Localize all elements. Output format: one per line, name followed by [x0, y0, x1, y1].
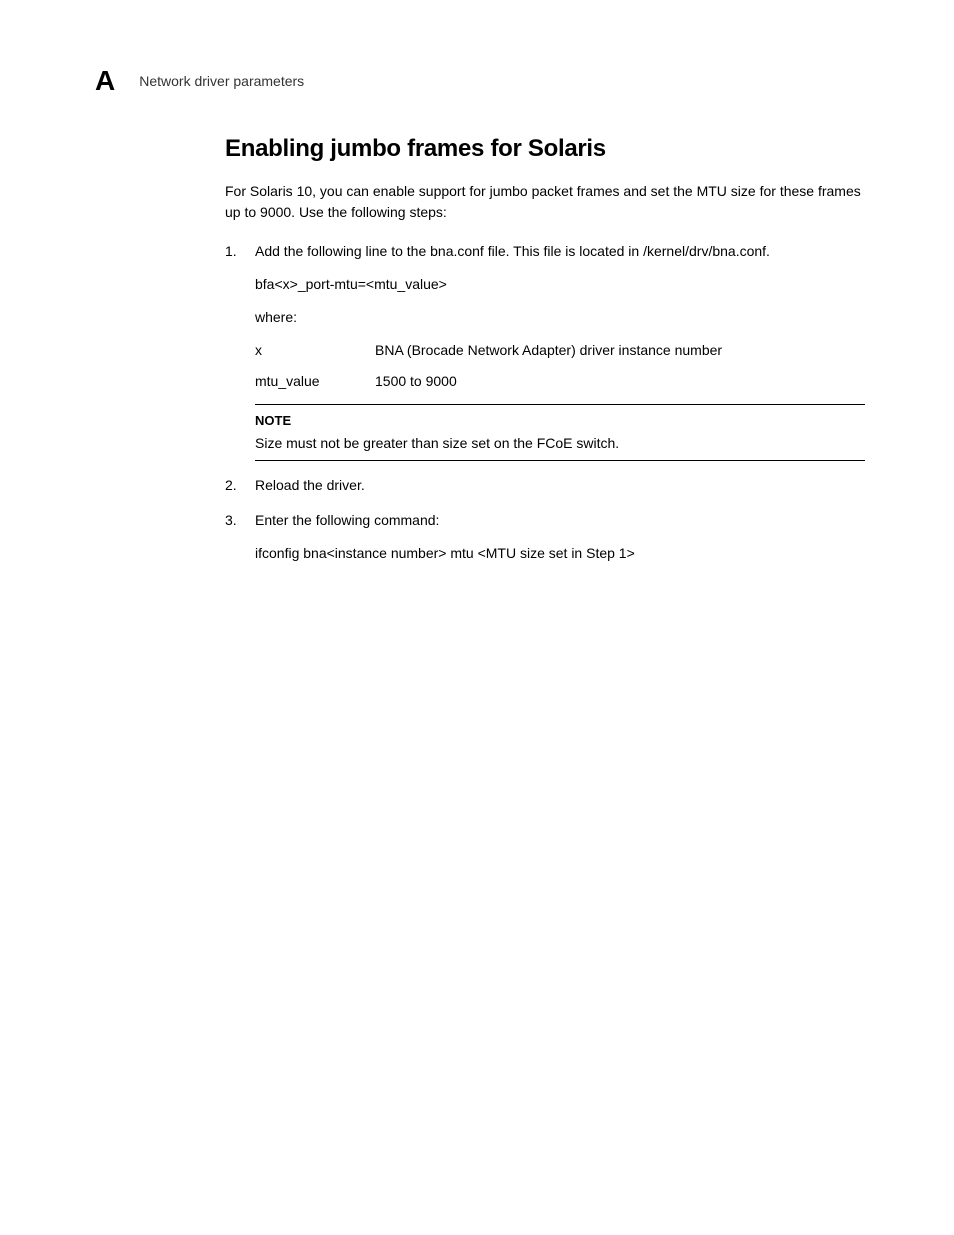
definition-row: mtu_value 1500 to 9000 [255, 371, 865, 392]
note-block: NOTE Size must not be greater than size … [255, 404, 865, 461]
step-1-code: bfa<x>_port-mtu=<mtu_value> [255, 274, 865, 295]
step-3: Enter the following command: ifconfig bn… [225, 510, 865, 564]
step-1-details: bfa<x>_port-mtu=<mtu_value> where: x BNA… [255, 274, 865, 461]
step-3-command: ifconfig bna<instance number> mtu <MTU s… [255, 543, 865, 564]
section-title: Enabling jumbo frames for Solaris [225, 135, 865, 163]
intro-paragraph: For Solaris 10, you can enable support f… [225, 181, 865, 223]
note-label: NOTE [255, 411, 865, 431]
definition-row: x BNA (Brocade Network Adapter) driver i… [255, 340, 865, 361]
definition-term: x [255, 340, 375, 361]
definition-term: mtu_value [255, 371, 375, 392]
definitions-table: x BNA (Brocade Network Adapter) driver i… [255, 340, 865, 392]
definition-description: 1500 to 9000 [375, 371, 865, 392]
page-header: A Network driver parameters [95, 65, 304, 97]
running-header-text: Network driver parameters [139, 73, 304, 89]
step-1-text: Add the following line to the bna.conf f… [255, 243, 770, 259]
step-3-text: Enter the following command: [255, 512, 439, 528]
steps-list: Add the following line to the bna.conf f… [225, 241, 865, 564]
main-content: Enabling jumbo frames for Solaris For So… [225, 135, 865, 578]
step-2: Reload the driver. [225, 475, 865, 496]
step-1: Add the following line to the bna.conf f… [225, 241, 865, 461]
definition-description: BNA (Brocade Network Adapter) driver ins… [375, 340, 865, 361]
step-1-where-label: where: [255, 307, 865, 328]
appendix-letter: A [95, 65, 115, 97]
step-2-text: Reload the driver. [255, 477, 365, 493]
note-text: Size must not be greater than size set o… [255, 433, 865, 454]
